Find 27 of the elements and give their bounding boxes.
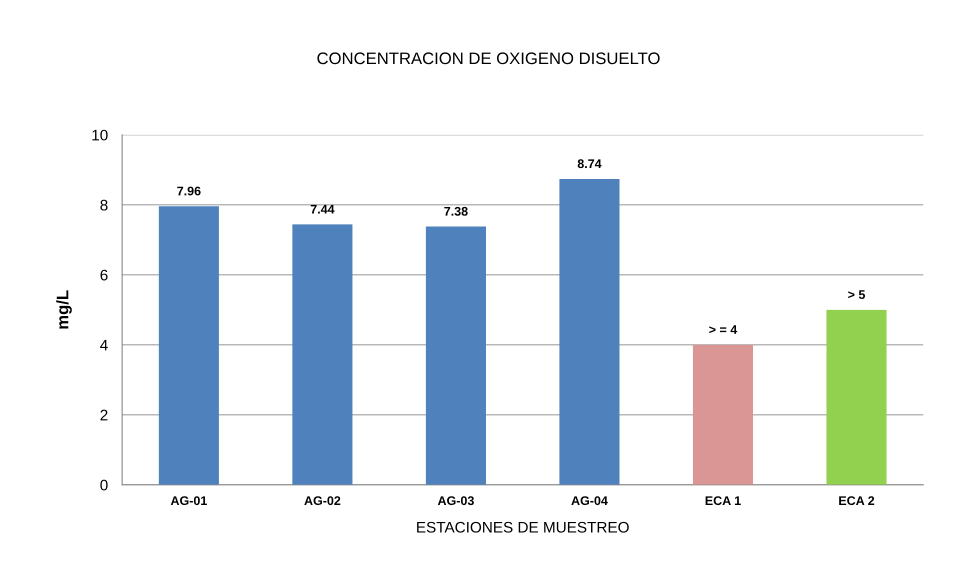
x-tick-label: AG-04 xyxy=(571,496,608,506)
data-label: > = 4 xyxy=(709,325,738,334)
bar xyxy=(292,224,352,485)
y-tick-label: 0 xyxy=(100,480,108,490)
bar xyxy=(426,226,486,485)
y-axis-title: mg/L xyxy=(56,290,72,329)
x-tick-label: ECA 1 xyxy=(706,496,741,506)
y-tick-label: 6 xyxy=(100,270,108,281)
y-tick-label: 2 xyxy=(100,410,108,420)
bar xyxy=(692,344,754,485)
bar xyxy=(826,310,887,485)
data-label: 7.38 xyxy=(444,206,468,216)
y-tick-label: 8 xyxy=(100,200,108,211)
x-tick-label: AG-02 xyxy=(304,496,340,506)
bar xyxy=(559,178,620,485)
data-label: > 5 xyxy=(848,290,866,300)
x-tick-label: ECA 2 xyxy=(839,496,874,506)
y-tick-label: 4 xyxy=(100,340,108,350)
data-label: 8.74 xyxy=(578,159,602,168)
data-label: 7.44 xyxy=(310,204,335,214)
x-axis-title: ESTACIONES DE MUESTREO xyxy=(417,522,629,533)
chart-title: CONCENTRACION DE OXIGENO DISUELTO xyxy=(317,52,660,64)
x-tick-label: AG-03 xyxy=(438,496,474,506)
bar xyxy=(158,206,219,485)
data-label: 7.96 xyxy=(177,186,201,196)
x-tick-label: AG-01 xyxy=(170,496,207,506)
y-tick-label: 10 xyxy=(92,130,108,141)
